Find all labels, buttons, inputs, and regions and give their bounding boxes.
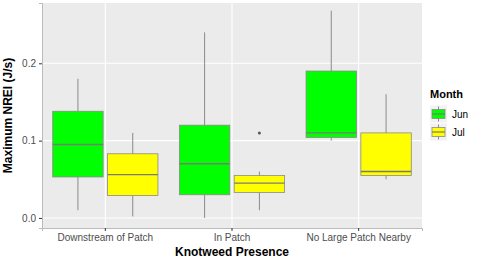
legend: Month Jun Jul — [430, 88, 468, 141]
whisker-upper — [386, 94, 387, 133]
box — [361, 94, 411, 179]
y-axis-line — [39, 4, 43, 229]
y-axis: 0.0 0.1 0.2 — [22, 4, 42, 229]
grid-line — [231, 3, 232, 228]
box — [179, 32, 229, 218]
box — [108, 133, 158, 217]
grid — [42, 3, 422, 228]
y-tick-label: 0.2 — [22, 58, 36, 69]
x-axis-title: Knotweed Presence — [175, 245, 289, 259]
x-tick: Downstream of Patch — [58, 228, 154, 243]
y-axis-title: Maximum NREI (J/s) — [1, 58, 15, 173]
box-body — [179, 125, 229, 195]
y-tick: 0.2 — [22, 58, 42, 69]
legend-title: Month — [430, 88, 463, 100]
whisker-lower — [259, 192, 260, 210]
box-body — [53, 111, 103, 177]
median — [179, 163, 229, 164]
x-axis: Downstream of Patch In Patch No Large Patc… — [43, 228, 423, 243]
y-tick: 0.0 — [22, 213, 42, 224]
legend-key-median — [432, 113, 445, 114]
legend-key-bg — [430, 124, 447, 141]
whisker-lower — [77, 177, 78, 210]
x-tick-label: No Large Patch Nearby — [306, 232, 411, 243]
whisker-upper — [204, 32, 205, 125]
x-axis-line — [43, 229, 423, 232]
x-tick: In Patch — [214, 228, 251, 243]
x-tick-mark — [232, 228, 233, 231]
x-tick: No Large Patch Nearby — [306, 228, 411, 243]
box-body — [306, 71, 356, 137]
box-body — [108, 154, 158, 196]
median — [234, 182, 284, 183]
legend-key — [432, 128, 445, 137]
y-tick: 0.1 — [22, 135, 42, 146]
box — [234, 131, 284, 210]
legend-label: Jul — [452, 127, 465, 138]
whisker-upper — [77, 79, 78, 111]
x-tick-mark — [105, 228, 106, 231]
median — [361, 171, 411, 172]
outlier — [258, 131, 261, 134]
legend-key-median — [432, 131, 445, 132]
whisker-lower — [204, 195, 205, 218]
y-tick-label: 0.0 — [22, 213, 36, 224]
y-tick-mark — [39, 63, 42, 64]
median — [306, 132, 356, 133]
legend-key-bg — [430, 106, 447, 123]
median — [53, 144, 103, 145]
whisker-upper — [132, 133, 133, 154]
whisker-lower — [386, 175, 387, 179]
legend-label: Jun — [452, 109, 468, 120]
box-body — [234, 175, 284, 192]
legend-key — [432, 110, 445, 119]
legend-item: Jun — [430, 106, 468, 123]
y-tick-label: 0.1 — [22, 135, 36, 146]
x-tick-mark — [358, 228, 359, 231]
box — [53, 79, 103, 210]
grid-line — [358, 3, 359, 228]
grid-line — [105, 3, 106, 228]
panel — [42, 3, 422, 228]
whisker-lower — [331, 138, 332, 141]
whisker-upper — [331, 11, 332, 71]
y-tick-mark — [39, 141, 42, 142]
box-body — [361, 133, 411, 176]
y-tick-mark — [39, 218, 42, 219]
boxes — [53, 11, 412, 218]
whisker-upper — [259, 172, 260, 176]
whisker-lower — [132, 196, 133, 217]
box — [306, 11, 356, 141]
x-tick-label: In Patch — [214, 232, 251, 243]
plot: 0.0 0.1 0.2 Downstream of Patch In Patch No L… — [22, 3, 422, 243]
legend-item: Jul — [430, 124, 465, 141]
chart: 0.0 0.1 0.2 Downstream of Patch In Patch No L… — [0, 0, 480, 261]
x-tick-label: Downstream of Patch — [58, 232, 154, 243]
median — [108, 174, 158, 175]
